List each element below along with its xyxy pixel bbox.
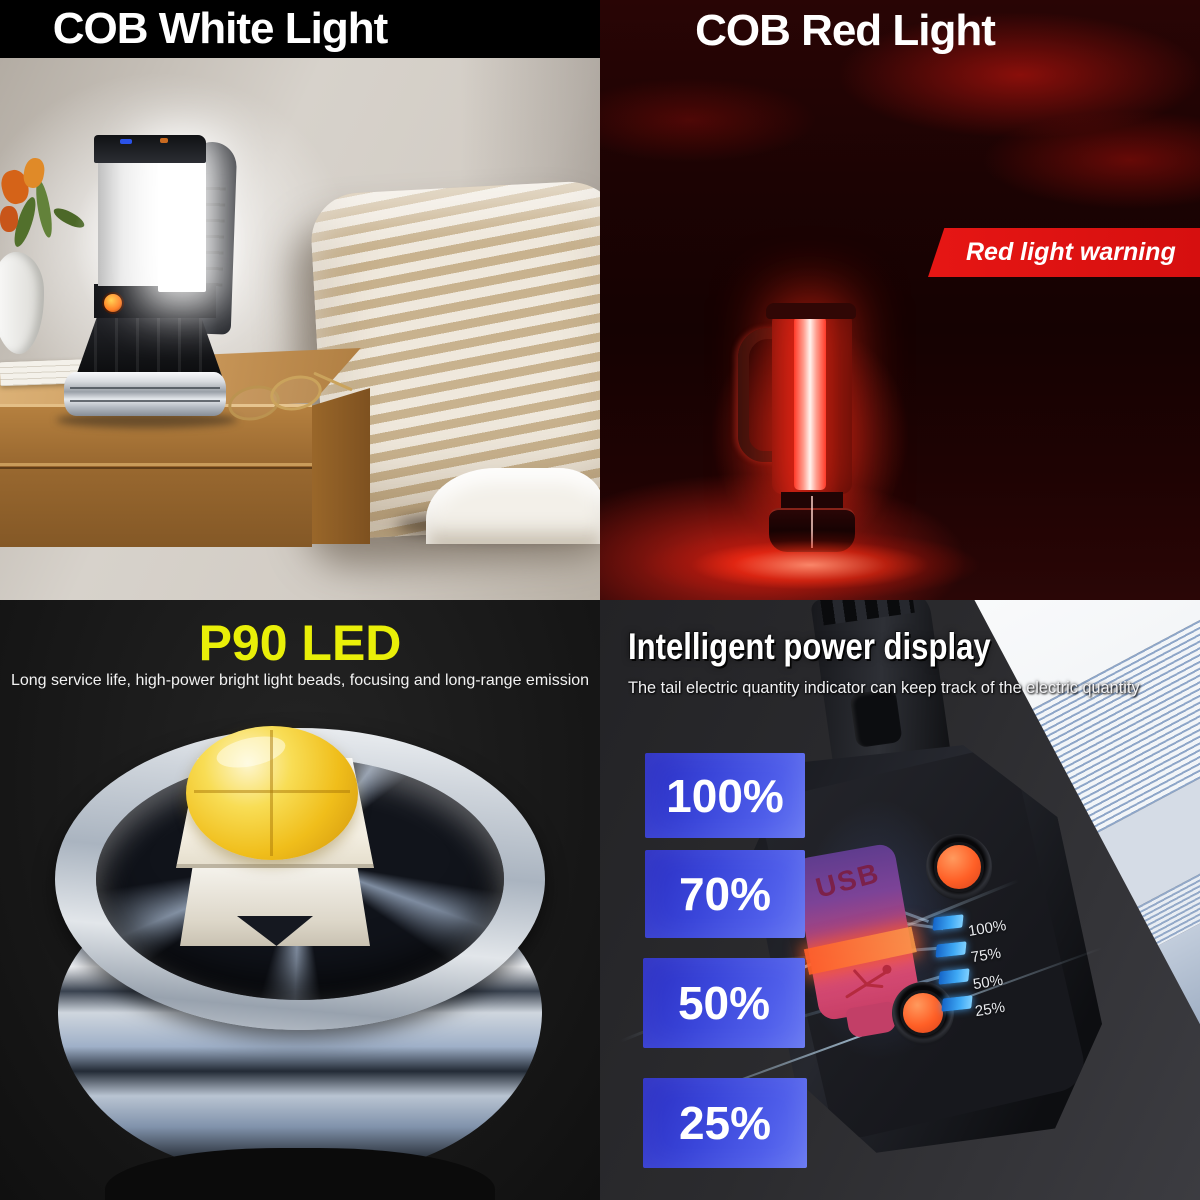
p90-subtitle: Long service life, high-power bright lig… bbox=[10, 672, 590, 689]
panel-cob-white-light: COB White Light bbox=[0, 0, 600, 600]
title-bar bbox=[0, 0, 600, 58]
red-warning-banner: Red light warning bbox=[928, 228, 1200, 277]
dome-cross-line bbox=[270, 730, 273, 856]
flashlight-shadow bbox=[56, 412, 238, 428]
banner-label: Red light warning bbox=[966, 238, 1176, 266]
usb-port-cover: USB bbox=[792, 842, 922, 1039]
indicator-dot-blue bbox=[120, 139, 132, 144]
panel-p90-led: P90 LED Long service life, high-power br… bbox=[0, 600, 600, 1200]
red-cob-panel-lit bbox=[794, 316, 826, 490]
panel-title-white-light: COB White Light bbox=[52, 4, 389, 53]
pedestal-notch bbox=[237, 916, 313, 946]
usb-port-label: USB bbox=[812, 856, 884, 904]
base-ribs bbox=[76, 310, 222, 376]
chrome-groove bbox=[70, 400, 220, 402]
panel-title-power-display: Intelligent power display bbox=[628, 626, 991, 667]
tail-button-orange-lower bbox=[900, 990, 946, 1036]
dome-glare bbox=[213, 731, 289, 773]
drawer-seam-shadow bbox=[0, 467, 312, 469]
battery-level-box-70: 70% bbox=[645, 850, 805, 938]
flower bbox=[0, 206, 18, 232]
panel-title-p90: P90 LED bbox=[198, 615, 402, 671]
flashlight-top-cap bbox=[94, 135, 206, 163]
flashlight-base-flare bbox=[76, 310, 222, 376]
flashlight-chrome-base bbox=[64, 372, 226, 416]
panel-cob-red-light: COB Red Light Red light warning bbox=[600, 0, 1200, 600]
indicator-dot-orange bbox=[160, 138, 168, 143]
tail-button-bezel bbox=[892, 982, 954, 1044]
power-display-subtitle: The tail electric quantity indicator can… bbox=[628, 678, 1140, 697]
led-pedestal bbox=[180, 862, 370, 946]
panel-power-display: USB 100% 7 bbox=[600, 600, 1200, 1200]
battery-level-box-100: 100% bbox=[645, 753, 805, 838]
drawer-seam bbox=[0, 463, 312, 466]
lamp-body-bottom bbox=[105, 1148, 495, 1200]
power-button-orange bbox=[102, 292, 124, 314]
tail-button-bezel bbox=[926, 834, 992, 900]
chrome-groove bbox=[70, 387, 220, 389]
light-leak-line bbox=[811, 496, 813, 548]
battery-level-box-25: 25% bbox=[643, 1078, 807, 1168]
panel-title-red-light: COB Red Light bbox=[695, 6, 996, 55]
red-ground-glow bbox=[640, 530, 980, 600]
chip-edge bbox=[176, 864, 374, 868]
battery-level-box-50: 50% bbox=[643, 958, 805, 1048]
cob-panel-left bbox=[98, 158, 158, 286]
usb-trident-icon bbox=[835, 955, 899, 1013]
white-duvet bbox=[426, 468, 600, 544]
red-flashlight-cap bbox=[766, 303, 856, 319]
handle-ridges bbox=[820, 600, 915, 626]
cob-panel-right-lit bbox=[158, 150, 206, 292]
led-dome-lens bbox=[186, 726, 358, 860]
tail-button-orange-upper bbox=[934, 842, 984, 892]
